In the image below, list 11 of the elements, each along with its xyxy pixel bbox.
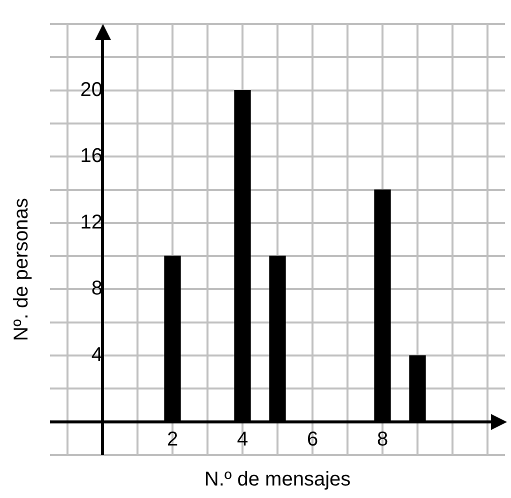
- y-axis-title: Nº. de personas: [10, 198, 33, 341]
- x-tick-label: 6: [306, 428, 318, 450]
- y-tick-label: 20: [80, 78, 102, 101]
- x-tick-label: 4: [236, 428, 248, 450]
- x-tick-label: 2: [166, 428, 178, 450]
- y-tick-label: 4: [91, 344, 102, 366]
- y-tick-label: 16: [80, 145, 102, 168]
- y-tick-label: 12: [80, 211, 102, 234]
- x-axis-title: N.º de mensajes: [204, 468, 351, 491]
- y-tick-label: 8: [91, 278, 102, 300]
- x-tick-label: 8: [376, 428, 388, 450]
